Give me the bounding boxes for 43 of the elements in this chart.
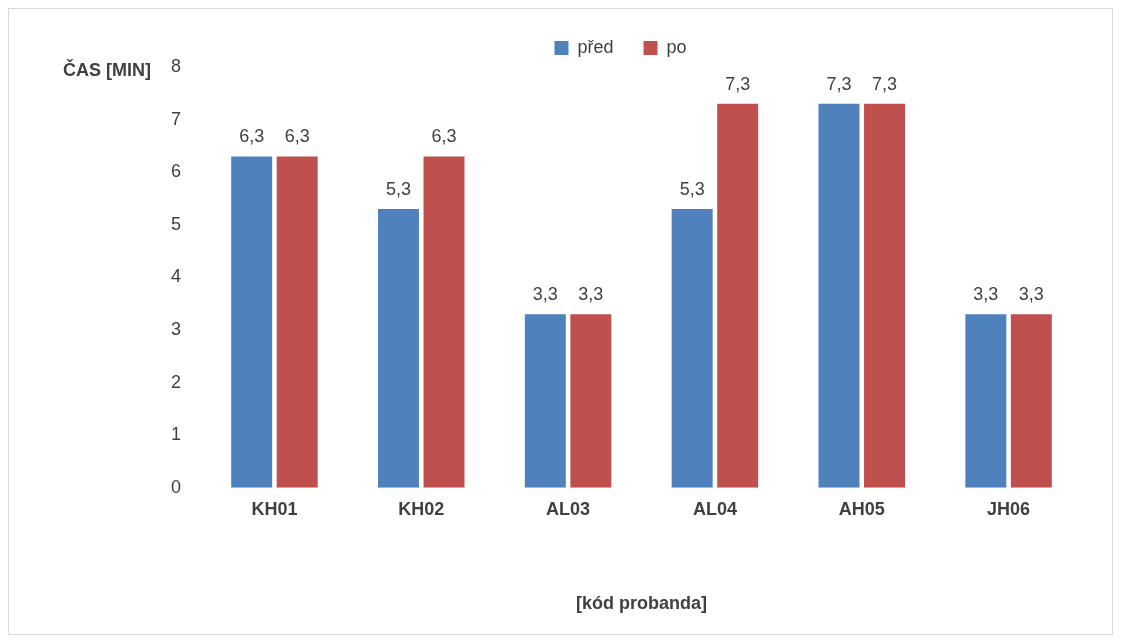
- data-label: 7,3: [725, 73, 751, 94]
- y-tick-label: 8: [171, 55, 182, 76]
- x-tick-label: KH01: [251, 498, 298, 519]
- data-label: 7,3: [872, 73, 898, 94]
- y-tick-label: 7: [171, 108, 182, 129]
- bar: [524, 314, 566, 488]
- data-label: 3,3: [1018, 284, 1044, 305]
- data-label: 7,3: [826, 73, 852, 94]
- data-label: 6,3: [431, 126, 457, 147]
- bar: [276, 156, 318, 488]
- data-label: 3,3: [973, 284, 999, 305]
- x-tick-label: AH05: [838, 498, 885, 519]
- x-tick-label: AL03: [546, 498, 591, 519]
- x-tick-label: AL04: [692, 498, 737, 519]
- legend-label: po: [666, 36, 687, 57]
- y-axis-title: ČAS [MIN]: [63, 58, 151, 80]
- x-tick-label: KH02: [398, 498, 445, 519]
- y-tick-label: 6: [171, 161, 182, 182]
- data-label: 6,3: [284, 126, 310, 147]
- y-tick-label: 4: [171, 266, 182, 287]
- y-tick-label: 2: [171, 371, 182, 392]
- data-label: 3,3: [578, 284, 604, 305]
- data-label: 6,3: [239, 126, 265, 147]
- y-tick-label: 5: [171, 213, 182, 234]
- y-tick-label: 0: [171, 476, 182, 497]
- bar: [231, 156, 273, 488]
- bar: [378, 209, 419, 488]
- bar: [423, 156, 465, 488]
- bar: [671, 209, 713, 488]
- data-label: 3,3: [532, 284, 558, 305]
- y-tick-label: 3: [171, 318, 182, 339]
- x-tick-label: JH06: [987, 498, 1031, 519]
- bar: [1010, 314, 1052, 488]
- bar: [965, 314, 1007, 488]
- bar: [864, 103, 905, 488]
- y-tick-label: 1: [171, 424, 182, 445]
- data-label: 5,3: [385, 178, 412, 199]
- x-axis-title: [kód probanda]: [576, 593, 708, 614]
- legend-label: před: [577, 36, 614, 57]
- bar: [818, 103, 860, 488]
- bar: [717, 103, 759, 488]
- data-label: 5,3: [679, 178, 705, 199]
- bar: [570, 314, 612, 488]
